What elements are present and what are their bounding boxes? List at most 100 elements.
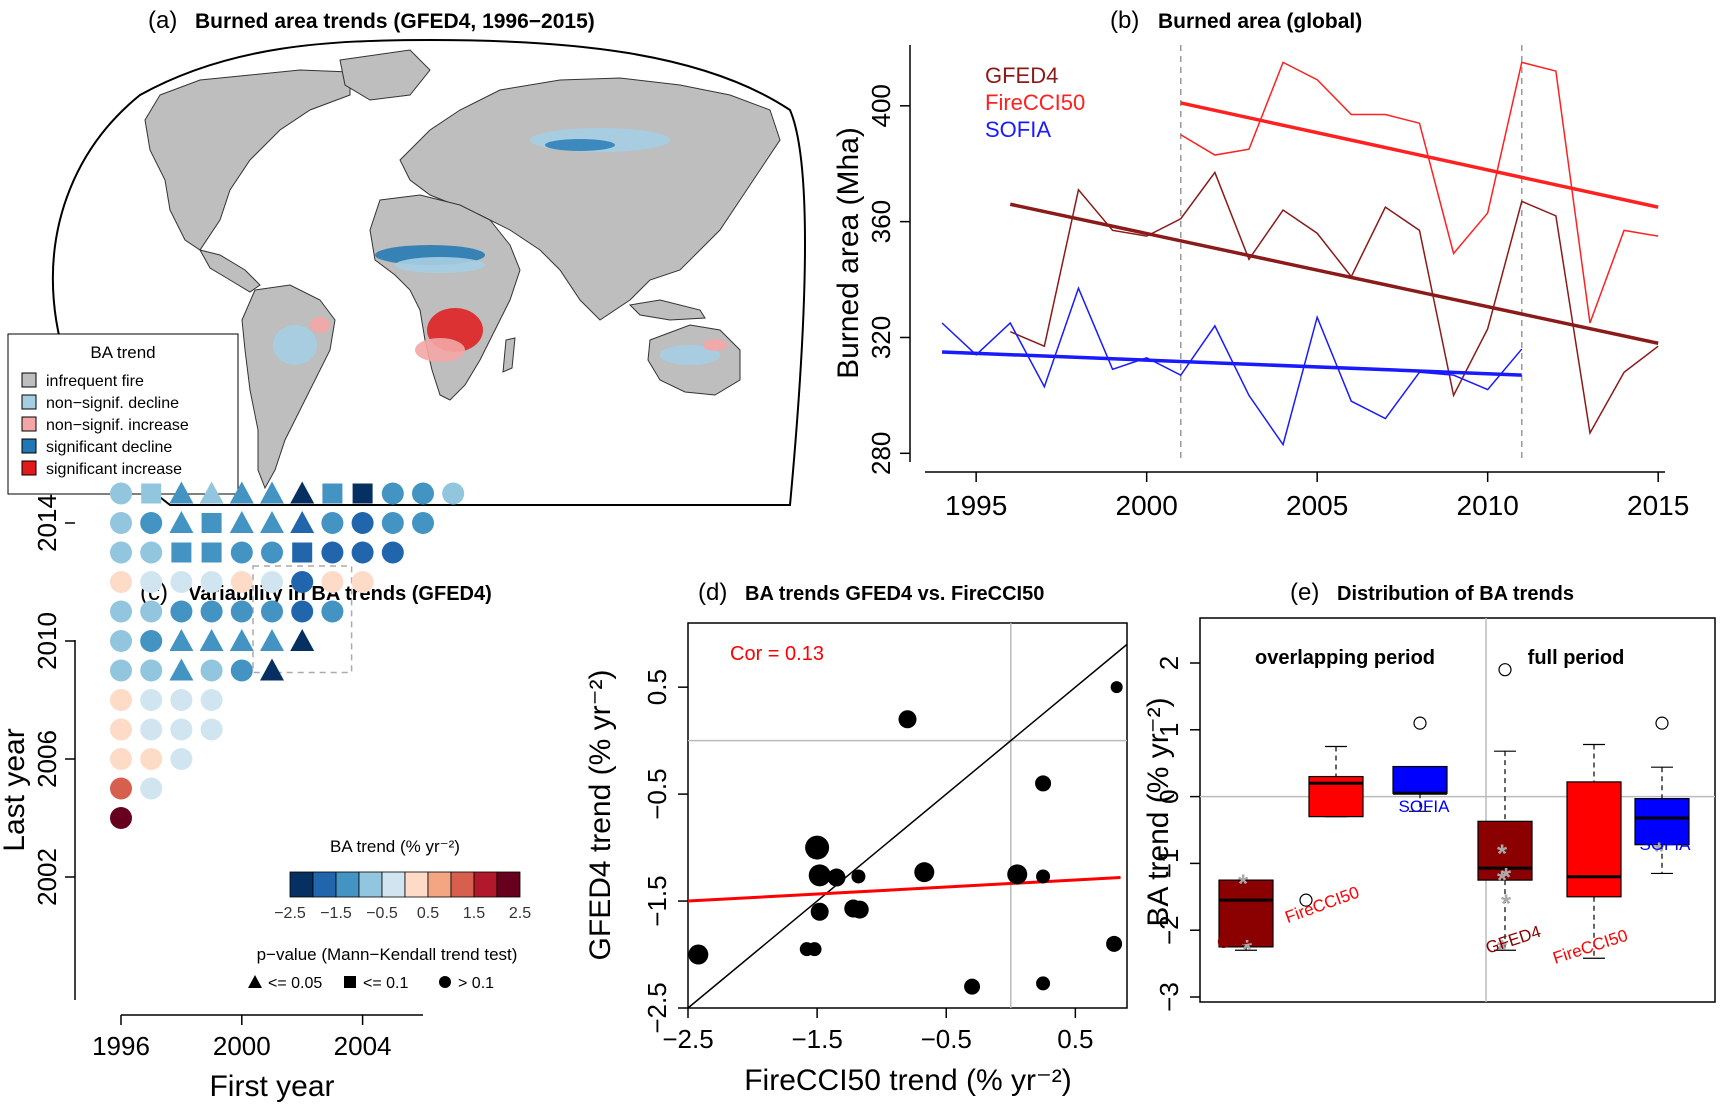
c-colorbar-segment [404,871,429,898]
c-y-tick-label: 2010 [32,612,62,670]
d-data-point [1007,864,1028,885]
panel-e-boxplot: (e) Distribution of BA trends −3 −2 −1 0 1 2 B… [1142,579,1716,1012]
c-highlight-box [252,565,353,674]
d-data-point [808,864,831,887]
e-jitter-point: * [1654,836,1665,866]
e-y-tick-label: −2 [1154,915,1184,945]
c-cell-circle [261,541,283,564]
e-box-sofia [1634,798,1690,846]
map-legend-items: infrequent fire non−signif. decline non−si… [21,372,189,478]
c-colorbar-tick-label: −2.5 [274,905,306,922]
c-cell-circle [140,689,163,711]
c-cell-circle [321,512,344,534]
c-cell-circle [200,659,223,682]
c-colorbar-segment [335,871,360,898]
c-cell-circle [140,571,163,593]
e-group-label: overlapping period [1255,647,1435,669]
d-y-tick-label: −0.5 [642,768,672,819]
c-cell-circle [230,659,253,682]
c-y-tick-label: 2002 [32,848,62,906]
c-pvalue-circle-icon [439,976,451,988]
c-cell-circle [110,541,132,564]
map-legend-box [7,333,239,495]
panel-c-heatmap: (c) Variability in BA trends (GFED4) 199… [0,481,531,1103]
c-cell-circle [170,600,193,623]
continent-madagascar [502,337,516,373]
c-colorbar-tick-label: −1.5 [320,905,352,922]
panel-b-letter: (b) [1110,7,1139,34]
map-legend-label: significant increase [46,461,182,478]
b-trend-line-firecci50 [1180,101,1659,209]
c-cell-circle [412,482,434,505]
map-legend-label: infrequent fire [46,373,144,390]
e-jitter-point: * [1497,838,1508,868]
c-colorbar-segment [496,871,521,898]
c-pvalue-square-icon [344,976,356,988]
d-data-point [914,862,935,883]
c-cell-square [292,542,313,563]
d-data-point [1035,775,1052,792]
panel-e-title: Distribution of BA trends [1337,583,1574,605]
e-jitter-point: * [1497,865,1508,895]
c-cell-circle [321,600,344,623]
e-jitter-point: * [1242,934,1253,964]
c-cell-circle [140,659,163,682]
c-cell-circle [170,571,193,593]
b-series-line-gfed4 [1009,170,1659,436]
c-cell-circle [110,600,132,623]
e-y-tick-label: 1 [1154,723,1184,737]
e-box-gfed4 [1218,879,1274,948]
d-data-point [964,978,981,995]
d-data-point [810,902,829,921]
e-y-tick-label: 0 [1154,789,1184,803]
c-pvalue-label: > 0.1 [458,975,494,992]
map-legend-label: significant decline [46,439,172,456]
c-colorbar-tick-label: −0.5 [366,905,398,922]
d-data-point [898,710,917,729]
c-cell-circle [170,718,193,741]
d-x-tick-label: −2.5 [662,1024,713,1054]
b-x-tick-label: 2010 [1457,490,1519,521]
c-cell-circle [140,512,163,534]
c-cell-circle [110,659,132,682]
c-cell-circle [110,777,132,800]
d-data-point [807,942,822,957]
region-southern-africa-light [415,338,465,362]
e-outlier-point [1299,893,1313,907]
panel-e-plot-area: −3 −2 −1 0 1 2 BA trend (% yr⁻²) overlapping pe… [1142,617,1716,1012]
map-legend-label: non−signif. increase [46,417,189,434]
e-box-label: FireCCI50 [1551,926,1631,968]
c-cell-circle [200,689,223,711]
c-cell-circle [291,571,314,593]
c-cell-circle [140,600,163,623]
b-y-tick-label: 320 [866,316,896,359]
c-cell-triangle [169,658,194,681]
d-data-point [805,835,830,860]
c-cell-circle [230,600,253,623]
panel-b-title: Burned area (global) [1158,10,1362,33]
c-cell-triangle [260,629,284,651]
c-cell-triangle [169,481,194,504]
d-x-tick-label: −0.5 [921,1024,972,1054]
region-sahel-light [395,257,485,273]
b-legend-label: SOFIA [985,117,1051,142]
b-legend-label: GFED4 [985,63,1058,88]
c-cell-circle [140,718,163,741]
c-cell-circle [200,718,223,741]
c-cell-triangle [199,629,224,651]
panel-b-line-chart: (b) Burned area (global) 1995 2000 2005 201… [832,7,1689,521]
panel-d-letter: (d) [698,579,727,606]
e-jitter-point: * [1501,888,1512,918]
c-pvalue-label: <= 0.05 [268,975,322,992]
b-trend-line-sofia [941,350,1522,377]
c-colorbar-segment [450,871,475,898]
panel-a-title: Burned area trends (GFED4, 1996−2015) [195,10,595,33]
region-australia-decline [660,345,720,365]
c-cell-circle [110,689,132,711]
b-x-tick-label: 2005 [1286,490,1348,521]
d-y-axis-label: GFED4 trend (% yr⁻²) [584,670,617,961]
c-cell-circle [200,571,223,593]
c-pvalue-triangle-icon [248,975,262,988]
c-cell-circle [351,541,374,564]
